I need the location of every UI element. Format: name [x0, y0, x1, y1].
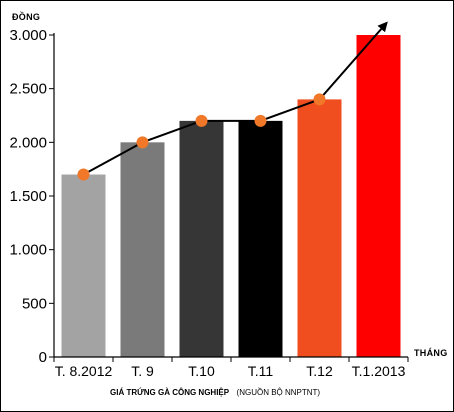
y-ticks: 0 500 1.000 1.500 2.000 2.500 3.000 [9, 27, 54, 366]
bar [120, 142, 165, 357]
trend-marker [254, 114, 267, 127]
y-tick-label: 3.000 [9, 27, 47, 44]
bar [179, 120, 224, 357]
trend-marker [195, 114, 208, 127]
x-axis-label: THÁNG [414, 348, 448, 358]
x-tick-label: T.12 [306, 363, 333, 379]
x-tick-label: T.1.2013 [352, 363, 406, 379]
y-tick-label: 1.000 [9, 242, 47, 259]
y-axis-label: ĐỒNG [12, 11, 40, 22]
axes [53, 33, 408, 358]
bar [356, 35, 401, 357]
y-tick-label: 0 [39, 349, 47, 366]
caption: GIÁ TRỨNG GÀ CÔNG NGHIỆP (NGUỒN BỘ NNPTN… [110, 382, 320, 399]
y-tick-label: 1.500 [9, 188, 47, 205]
trend-marker [136, 136, 149, 149]
caption-main: GIÁ TRỨNG GÀ CÔNG NGHIỆP [110, 388, 230, 397]
trend-line-path [83, 21, 388, 176]
x-tick-label: T.10 [188, 363, 215, 379]
y-tick-label: 2.000 [9, 134, 47, 151]
trend-marker [77, 168, 90, 181]
bar [297, 99, 342, 358]
trend-marker [313, 93, 326, 106]
bars [61, 35, 401, 358]
x-tick-labels: T. 8.2012 T. 9 T.10 T.11 T.12 T.1.2013 [53, 357, 409, 379]
bar [61, 174, 106, 357]
x-tick-label: T.11 [248, 363, 274, 379]
trend-line [77, 21, 388, 181]
x-tick-label: T. 8.2012 [55, 363, 113, 379]
y-tick-label: 500 [22, 295, 47, 312]
y-tick-label: 2.500 [9, 81, 47, 98]
x-tick-label: T. 9 [131, 363, 154, 379]
bar [238, 120, 283, 357]
caption-source: (NGUỒN BỘ NNPTNT) [237, 387, 321, 397]
